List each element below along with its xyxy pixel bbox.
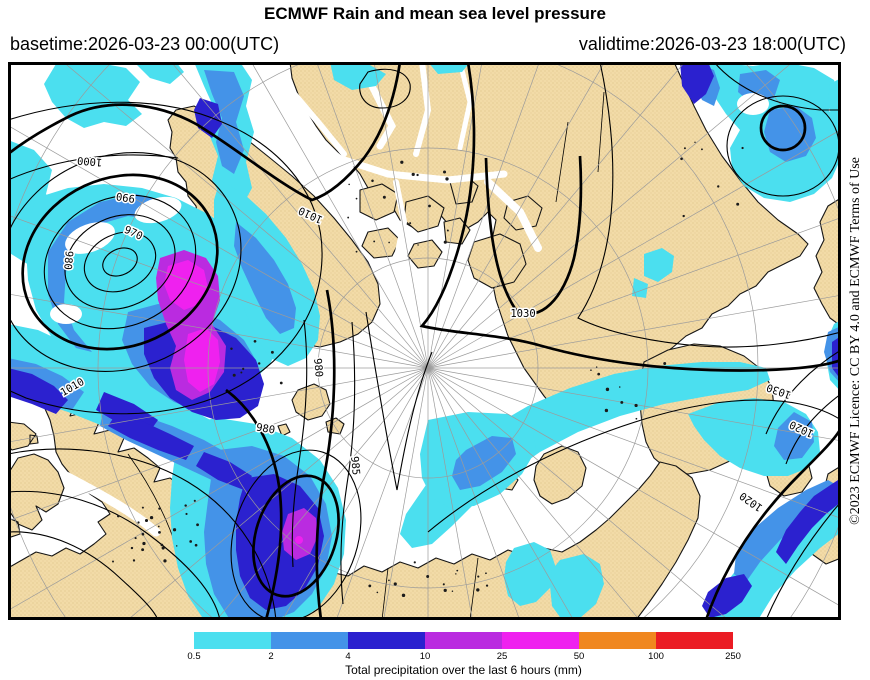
weather-map: 1000 990 970 980 1010 1010 1030 980 980 985 1030 10…: [8, 62, 841, 620]
land-iceland-faroe: [8, 421, 39, 451]
pressure-contour-label: 1030: [510, 308, 535, 320]
land-svalbard: [277, 383, 345, 437]
pressure-contour-label: 985: [348, 456, 362, 476]
legend-swatch: [425, 632, 502, 649]
legend-tick: 50: [573, 651, 585, 662]
pressure-contour-label: 990: [115, 190, 135, 205]
map-border: [8, 62, 841, 620]
copyright-credit: ©2023 ECMWF Licence: CC BY 4.0 and ECMWF…: [848, 157, 863, 525]
land-right-edge: [813, 197, 841, 327]
legend-swatch: [656, 632, 733, 649]
bering-low-contour: [759, 104, 807, 152]
legend-swatch: [348, 632, 425, 649]
low-atlantic-contours: [8, 152, 242, 372]
pressure-contour-label: 980: [255, 421, 276, 436]
legend-swatch: [502, 632, 579, 649]
validtime-label: validtime:2026-03-23 18:00(UTC): [578, 34, 846, 54]
legend-tick: 2: [268, 651, 274, 662]
legend-tick: 250: [725, 651, 741, 662]
contour-layer: [8, 62, 841, 620]
legend-swatch: [271, 632, 348, 649]
map-canvas: 1000990970980101010101030980980985103010…: [8, 62, 841, 620]
legend-tick: 100: [648, 651, 664, 662]
pressure-contour-label: 980: [311, 358, 325, 378]
legend-tick: 0.5: [187, 651, 201, 662]
legend-color-bar: [194, 632, 733, 649]
legend-tick: 4: [345, 651, 351, 662]
pressure-contour-label: 1000: [77, 154, 103, 168]
pressure-contour-label: 980: [61, 250, 75, 270]
precipitation-legend: 0.5 2 4 10 25 50 100 250 Total precipitation ov…: [187, 632, 741, 677]
legend-swatch: [579, 632, 656, 649]
legend-swatch: [194, 632, 271, 649]
legend-caption: Total precipitation over the last 6 hour…: [345, 663, 582, 677]
legend-tick: 25: [496, 651, 508, 662]
basetime-label: basetime:2026-03-23 00:00(UTC): [10, 34, 280, 54]
legend-tick-labels: 0.5 2 4 10 25 50 100 250: [187, 649, 741, 662]
terrain-speckles: [112, 141, 744, 598]
legend-tick: 10: [419, 651, 431, 662]
page-title: ECMWF Rain and mean sea level pressure: [263, 4, 606, 23]
